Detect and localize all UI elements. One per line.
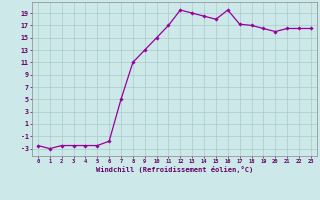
X-axis label: Windchill (Refroidissement éolien,°C): Windchill (Refroidissement éolien,°C)	[96, 166, 253, 173]
